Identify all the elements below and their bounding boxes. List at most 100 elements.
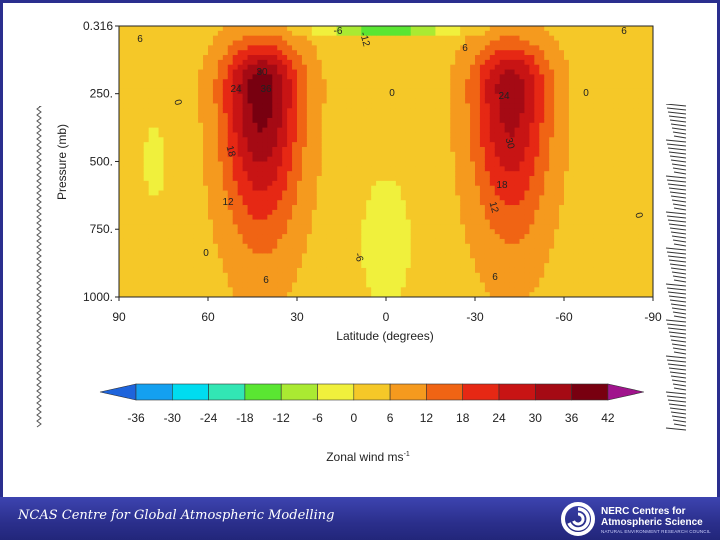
- contour-cell: [356, 209, 362, 216]
- contour-cell: [415, 224, 422, 230]
- contour-cell: [395, 26, 402, 32]
- contour-cell: [148, 277, 155, 284]
- contour-cell: [400, 84, 407, 90]
- contour-cell: [376, 267, 382, 274]
- contour-cell: [153, 79, 160, 85]
- contour-cell: [252, 200, 259, 206]
- contour-cell: [148, 146, 155, 153]
- contour-cell: [133, 88, 140, 95]
- contour-cell: [529, 171, 535, 177]
- contour-cell: [143, 30, 150, 37]
- contour-cell: [544, 287, 550, 293]
- contour-cell: [252, 26, 259, 32]
- contour-cell: [237, 292, 244, 297]
- contour-cell: [242, 282, 249, 288]
- contour-cell: [237, 190, 244, 196]
- contour-cell: [405, 292, 412, 297]
- contour-cell: [361, 127, 367, 134]
- contour-cell: [465, 185, 471, 192]
- contour-cell: [272, 219, 278, 226]
- contour-cell: [504, 98, 511, 105]
- contour-cell: [133, 137, 140, 143]
- contour-cell: [277, 137, 283, 143]
- contour-cell: [123, 84, 130, 90]
- contour-cell: [504, 40, 511, 46]
- contour-cell: [529, 64, 535, 71]
- contour-cell: [494, 190, 501, 196]
- contour-cell: [222, 287, 229, 293]
- contour-cell: [133, 272, 140, 279]
- contour-cell: [208, 40, 214, 46]
- contour-cell: [524, 234, 530, 240]
- contour-cell: [544, 26, 550, 32]
- contour-cell: [262, 238, 268, 245]
- contour-cell: [198, 176, 204, 182]
- contour-cell: [123, 287, 130, 293]
- contour-cell: [168, 195, 174, 201]
- contour-cell: [544, 185, 550, 192]
- contour-cell: [173, 238, 179, 245]
- contour-cell: [148, 122, 155, 129]
- contour-cell: [509, 180, 516, 187]
- contour-cell: [376, 113, 382, 119]
- contour-cell: [420, 180, 427, 187]
- contour-cell: [455, 113, 461, 119]
- contour-cell: [212, 151, 219, 158]
- contour-cell: [499, 277, 506, 284]
- contour-cell: [366, 127, 372, 134]
- contour-cell: [445, 195, 451, 201]
- contour-cell: [237, 103, 244, 109]
- contour-cell: [504, 93, 511, 100]
- contour-cell: [316, 79, 323, 85]
- contour-cell: [484, 292, 491, 297]
- contour-cell: [123, 190, 130, 196]
- contour-cell: [123, 40, 130, 46]
- contour-cell: [242, 142, 249, 148]
- contour-cell: [311, 132, 318, 138]
- contour-cell: [306, 137, 313, 143]
- contour-cell: [445, 113, 451, 119]
- contour-cell: [148, 117, 155, 124]
- contour-cell: [475, 180, 481, 187]
- contour-cell: [198, 205, 204, 211]
- contour-cell: [351, 234, 357, 240]
- contour-cell: [153, 88, 160, 95]
- contour-cell: [242, 258, 249, 264]
- contour-cell: [381, 238, 387, 245]
- contour-cell: [514, 238, 521, 245]
- contour-cell: [455, 248, 461, 255]
- contour-cell: [173, 103, 179, 109]
- contour-cell: [405, 180, 412, 187]
- contour-cell: [509, 127, 516, 134]
- contour-cell: [445, 258, 451, 264]
- contour-cell: [415, 30, 422, 37]
- contour-cell: [203, 40, 209, 46]
- contour-cell: [371, 180, 377, 187]
- contour-cell: [257, 195, 263, 201]
- contour-cell: [450, 98, 456, 105]
- contour-cell: [524, 190, 530, 196]
- contour-cell: [272, 156, 278, 163]
- contour-cell: [475, 200, 481, 206]
- contour-cell: [415, 267, 422, 274]
- contour-cell: [386, 258, 392, 264]
- contour-cell: [361, 132, 367, 138]
- contour-cell: [381, 243, 387, 250]
- contour-cell: [341, 55, 348, 61]
- contour-cell: [509, 151, 516, 158]
- contour-cell: [395, 35, 402, 42]
- contour-cell: [425, 146, 432, 153]
- contour-cell: [222, 117, 229, 124]
- contour-cell: [400, 272, 407, 279]
- contour-cell: [277, 200, 283, 206]
- contour-cell: [514, 258, 521, 264]
- contour-cell: [361, 108, 367, 114]
- contour-cell: [529, 156, 535, 163]
- contour-cell: [237, 219, 244, 226]
- contour-cell: [529, 248, 535, 255]
- contour-cell: [232, 117, 239, 124]
- contour-cell: [371, 93, 377, 100]
- contour-cell: [539, 200, 545, 206]
- contour-cell: [163, 258, 170, 264]
- contour-cell: [460, 272, 466, 279]
